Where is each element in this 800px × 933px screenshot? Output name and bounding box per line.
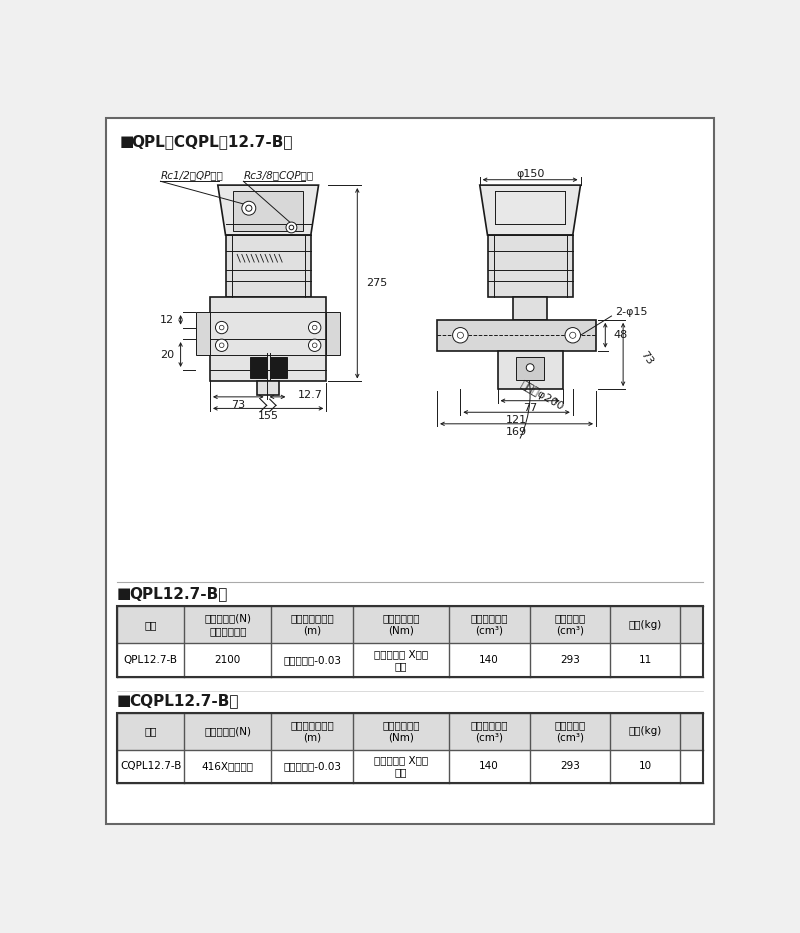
- Bar: [117, 713, 703, 784]
- Text: 140: 140: [479, 655, 499, 665]
- Circle shape: [246, 205, 252, 211]
- Bar: [513, 297, 547, 320]
- Text: ■: ■: [119, 133, 134, 148]
- Polygon shape: [480, 185, 581, 235]
- Text: 11: 11: [638, 655, 651, 665]
- Circle shape: [242, 202, 256, 216]
- Text: 73: 73: [638, 350, 655, 367]
- Bar: [117, 606, 703, 643]
- Circle shape: [526, 364, 534, 371]
- Text: 140: 140: [479, 761, 499, 772]
- Bar: [487, 235, 573, 297]
- Text: 73: 73: [231, 399, 246, 410]
- Text: 169: 169: [506, 426, 527, 437]
- Text: 颗定制动力 X有效
半径: 颗定制动力 X有效 半径: [374, 755, 428, 778]
- Text: 2100: 2100: [214, 655, 241, 665]
- Circle shape: [219, 343, 224, 348]
- Circle shape: [215, 321, 228, 334]
- Text: 12: 12: [160, 314, 174, 325]
- Text: 制动盘半径-0.03: 制动盘半径-0.03: [283, 655, 341, 665]
- Text: 293: 293: [560, 761, 580, 772]
- Text: 20: 20: [160, 350, 174, 359]
- Text: 293: 293: [560, 655, 580, 665]
- Circle shape: [458, 332, 463, 339]
- Text: 制动盘半径-0.03: 制动盘半径-0.03: [283, 761, 341, 772]
- Text: 工作气体容量
(cm³): 工作气体容量 (cm³): [470, 614, 508, 636]
- Text: QPL（CQPL）12.7-B型: QPL（CQPL）12.7-B型: [131, 133, 293, 148]
- Text: Rc1/2（QP型）: Rc1/2（QP型）: [161, 170, 223, 180]
- Circle shape: [289, 225, 294, 230]
- Bar: [226, 235, 310, 297]
- Text: 12.7: 12.7: [298, 390, 322, 400]
- Text: 2-φ15: 2-φ15: [615, 307, 648, 317]
- Text: 重量(kg): 重量(kg): [628, 620, 662, 630]
- Text: 总气体容量
(cm³): 总气体容量 (cm³): [554, 720, 586, 743]
- Circle shape: [219, 326, 224, 330]
- Text: ■: ■: [117, 692, 131, 708]
- Bar: [117, 713, 703, 749]
- Circle shape: [286, 222, 297, 233]
- Text: Rc3/8（CQP型）: Rc3/8（CQP型）: [243, 170, 314, 180]
- Bar: [258, 382, 279, 396]
- Bar: [210, 297, 326, 382]
- Circle shape: [312, 326, 317, 330]
- Bar: [326, 313, 340, 355]
- Circle shape: [309, 339, 321, 352]
- Text: 121: 121: [506, 415, 527, 425]
- Text: 155: 155: [258, 411, 278, 421]
- Text: QPL12.7-B: QPL12.7-B: [124, 655, 178, 665]
- Text: 型号: 型号: [145, 620, 157, 630]
- Bar: [196, 313, 210, 355]
- Bar: [234, 191, 303, 231]
- Text: 盘径＞φ200: 盘径＞φ200: [518, 380, 566, 412]
- Polygon shape: [218, 185, 318, 235]
- Bar: [498, 351, 562, 389]
- Text: 颗定制动力(N)
（八根弹簧）: 颗定制动力(N) （八根弹簧）: [204, 614, 251, 636]
- Text: ■: ■: [117, 587, 131, 602]
- Text: 416X工作气压: 416X工作气压: [202, 761, 254, 772]
- Text: φ150: φ150: [516, 169, 544, 178]
- Text: QPL12.7-B型: QPL12.7-B型: [130, 587, 228, 602]
- Bar: [437, 320, 596, 351]
- Text: 工作气体容量
(cm³): 工作气体容量 (cm³): [470, 720, 508, 743]
- Text: 48: 48: [613, 330, 627, 341]
- Bar: [516, 356, 544, 380]
- Text: 275: 275: [366, 278, 388, 288]
- Text: CQPL12.7-B: CQPL12.7-B: [120, 761, 182, 772]
- Text: CQPL12.7-B型: CQPL12.7-B型: [130, 692, 239, 708]
- Circle shape: [453, 327, 468, 343]
- Text: 颗定制动力矩
(Nm): 颗定制动力矩 (Nm): [382, 720, 420, 743]
- Text: 型号: 型号: [145, 726, 157, 736]
- Text: 颗定制动力矩
(Nm): 颗定制动力矩 (Nm): [382, 614, 420, 636]
- Bar: [250, 356, 266, 379]
- Circle shape: [312, 343, 317, 348]
- Text: 10: 10: [638, 761, 651, 772]
- Circle shape: [309, 321, 321, 334]
- Text: 77: 77: [523, 403, 538, 413]
- Circle shape: [215, 339, 228, 352]
- Bar: [117, 643, 703, 677]
- Circle shape: [570, 332, 576, 339]
- Text: 总气体容量
(cm³): 总气体容量 (cm³): [554, 614, 586, 636]
- Text: 颗定制动力 X有效
半径: 颗定制动力 X有效 半径: [374, 649, 428, 672]
- Text: 重量(kg): 重量(kg): [628, 726, 662, 736]
- Bar: [117, 606, 703, 677]
- Text: 制动盘有效半径
(m): 制动盘有效半径 (m): [290, 720, 334, 743]
- Text: 颗定制动力(N): 颗定制动力(N): [204, 726, 251, 736]
- Text: 制动盘有效半径
(m): 制动盘有效半径 (m): [290, 614, 334, 636]
- Bar: [270, 356, 286, 379]
- Circle shape: [565, 327, 581, 343]
- Bar: [117, 749, 703, 784]
